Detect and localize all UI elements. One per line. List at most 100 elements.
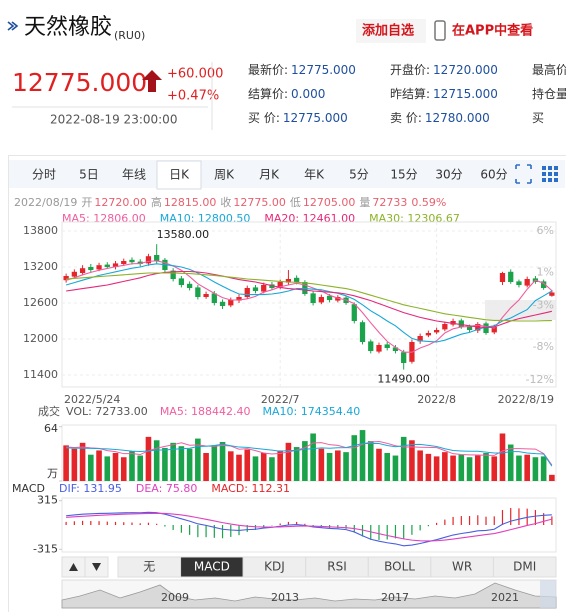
tab[interactable]: 60分 <box>480 168 507 182</box>
volume-label: 成交 <box>38 404 60 418</box>
tab[interactable]: 月K <box>259 168 280 182</box>
indicator-tab[interactable]: 无 <box>143 560 155 574</box>
volume-bar <box>442 452 448 481</box>
ma-legend-item: MA30: 12306.67 <box>369 212 460 225</box>
indicator-tab[interactable]: DMI <box>513 560 536 574</box>
candle-body <box>145 256 152 264</box>
candle-body <box>228 300 234 306</box>
quote-time: 2022-08-19 23:00:00 <box>50 113 177 127</box>
indicator-tab[interactable]: KDJ <box>264 560 285 574</box>
tab[interactable]: 周K <box>214 168 235 182</box>
field-label: 卖 价: <box>390 111 422 125</box>
candle-body <box>186 283 193 288</box>
candle-body <box>154 255 160 261</box>
candle-body <box>541 281 547 288</box>
grid-icon[interactable] <box>542 166 558 182</box>
candle-body <box>104 264 110 267</box>
candle-body <box>351 304 357 321</box>
volume-ma-line <box>66 442 553 467</box>
down-triangle <box>92 563 101 571</box>
phone-icon <box>434 20 446 41</box>
candle-body <box>203 294 209 297</box>
info-date: 2022/08/19 <box>14 196 77 209</box>
field-value: 12775.000 <box>283 111 348 125</box>
volume-bar <box>335 450 341 481</box>
indicator-tab[interactable]: RSI <box>327 560 347 574</box>
candle-body <box>261 285 267 292</box>
volume-bar <box>153 440 160 481</box>
volume-bar <box>236 454 242 481</box>
tab[interactable]: 年K <box>304 168 325 182</box>
volume-bar <box>71 448 78 481</box>
volume-bar <box>310 433 316 481</box>
candle-body <box>483 323 489 333</box>
volume-bar <box>376 448 382 481</box>
volume-bar <box>260 453 267 481</box>
info-value: 12720.00 <box>94 196 147 209</box>
candle-body <box>491 327 497 333</box>
tab[interactable]: 年线 <box>122 168 146 182</box>
open-app[interactable]: 在APP中查看 <box>452 23 533 39</box>
quote-field: 结算价: 0.000 <box>248 86 325 101</box>
volume-bar <box>483 453 489 481</box>
candle-body <box>450 321 456 325</box>
candle-body <box>71 271 77 277</box>
macd-tick-label: 315 <box>37 494 58 507</box>
add-watchlist[interactable]: 添加自选 <box>362 23 414 39</box>
tab[interactable]: 5日 <box>79 168 99 182</box>
volume-bar <box>285 442 292 481</box>
ma-legend-item: MA20: 12461.00 <box>264 212 355 225</box>
volume-bar <box>507 444 514 481</box>
candle-body <box>195 287 201 297</box>
quote-field: 最高价 <box>532 62 566 77</box>
tab[interactable]: 5分 <box>349 168 369 182</box>
annotation: 11490.00 <box>377 373 430 386</box>
candle-body <box>335 297 341 301</box>
info-value: 12775.00 <box>233 196 286 209</box>
volume-tick-label: 64 <box>44 422 58 435</box>
field-label: 结算价: <box>248 86 288 101</box>
navigator-year: 2009 <box>161 591 189 604</box>
indicator-tab[interactable]: BOLL <box>384 560 415 574</box>
macd-series-legend: DEA: 75.80 <box>136 482 197 495</box>
tab[interactable]: 日K <box>169 168 190 182</box>
volume-bar <box>277 450 283 481</box>
volume-bar <box>516 455 522 481</box>
indicator-tab[interactable]: WR <box>452 560 472 574</box>
tab[interactable]: 15分 <box>390 168 417 182</box>
navigator-year: 2013 <box>271 591 299 604</box>
volume-ma-legend: MA10: 174354.40 <box>263 405 361 418</box>
volume-bar <box>318 448 325 481</box>
candle-body <box>96 265 102 270</box>
volume-tick-label: 万 <box>47 467 58 480</box>
volume-bar <box>409 440 415 481</box>
field-label: 最新价: <box>248 62 288 77</box>
tab-active-bg[interactable] <box>156 160 202 190</box>
code: (RU0) <box>114 29 145 42</box>
macd-series-legend: DIF: 131.95 <box>59 482 122 495</box>
quote-field: 昨结算: 12715.000 <box>390 86 498 101</box>
navigator-window[interactable] <box>540 580 556 608</box>
candle-body <box>137 261 143 264</box>
field-value: 0.000 <box>291 87 325 101</box>
fullscreen-icon[interactable] <box>515 164 532 184</box>
tab[interactable]: 分时 <box>32 168 56 182</box>
volume-bar <box>186 448 193 481</box>
macd-legend: MACD DIF: 131.95 DEA: 75.80 MACD: 112.31 <box>12 482 290 495</box>
add-button-bg[interactable] <box>356 19 426 43</box>
indicator-tab-bg[interactable] <box>492 556 557 578</box>
candle-body <box>285 279 292 283</box>
volume-bar <box>137 455 144 481</box>
tab[interactable]: 30分 <box>435 168 462 182</box>
ma-line <box>66 270 553 329</box>
tool-icons[interactable] <box>515 164 558 184</box>
info-label: 收 <box>220 195 231 209</box>
volume-value: VOL: 72733.00 <box>66 405 148 418</box>
macd-label: MACD <box>12 482 45 495</box>
volume-bar <box>88 454 94 481</box>
field-label: 开盘价: <box>390 62 430 77</box>
volume-bar <box>129 451 135 481</box>
indicator-tab[interactable]: MACD <box>194 560 230 574</box>
field-value: 12780.000 <box>425 111 490 125</box>
volume-bar <box>112 453 119 481</box>
